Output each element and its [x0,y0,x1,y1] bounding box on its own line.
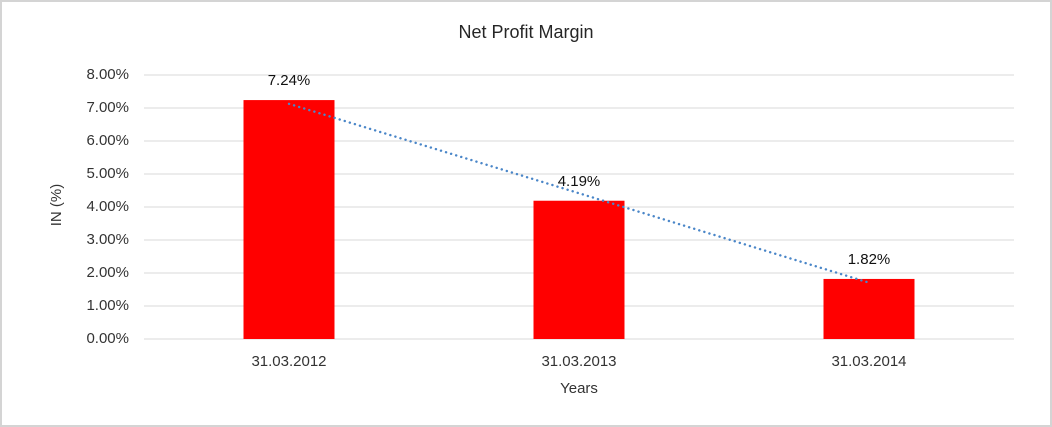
y-tick-label: 3.00% [86,231,129,248]
y-tick-label: 4.00% [86,198,129,215]
bar-data-label: 7.24% [267,72,311,90]
bar-31.03.2012 [243,100,335,339]
bar-data-label: 1.82% [847,250,891,268]
y-tick-label: 8.00% [86,66,129,83]
bar-data-label: 4.19% [557,172,601,190]
y-tick-label: 0.00% [86,330,129,347]
x-tick-label: 31.03.2013 [541,353,617,370]
y-tick-label: 6.00% [86,132,129,149]
x-tick-label: 31.03.2014 [831,353,907,370]
bar-31.03.2013 [533,200,625,339]
y-tick-label: 2.00% [86,264,129,281]
y-tick-label: 1.00% [86,297,129,314]
y-tick-label: 5.00% [86,165,129,182]
x-axis-title: Years [560,380,598,397]
trendline [287,102,871,284]
bar-31.03.2014 [823,278,915,339]
x-tick-label: 31.03.2012 [251,353,327,370]
y-tick-label: 7.00% [86,99,129,116]
chart-title: Net Profit Margin [458,22,594,42]
